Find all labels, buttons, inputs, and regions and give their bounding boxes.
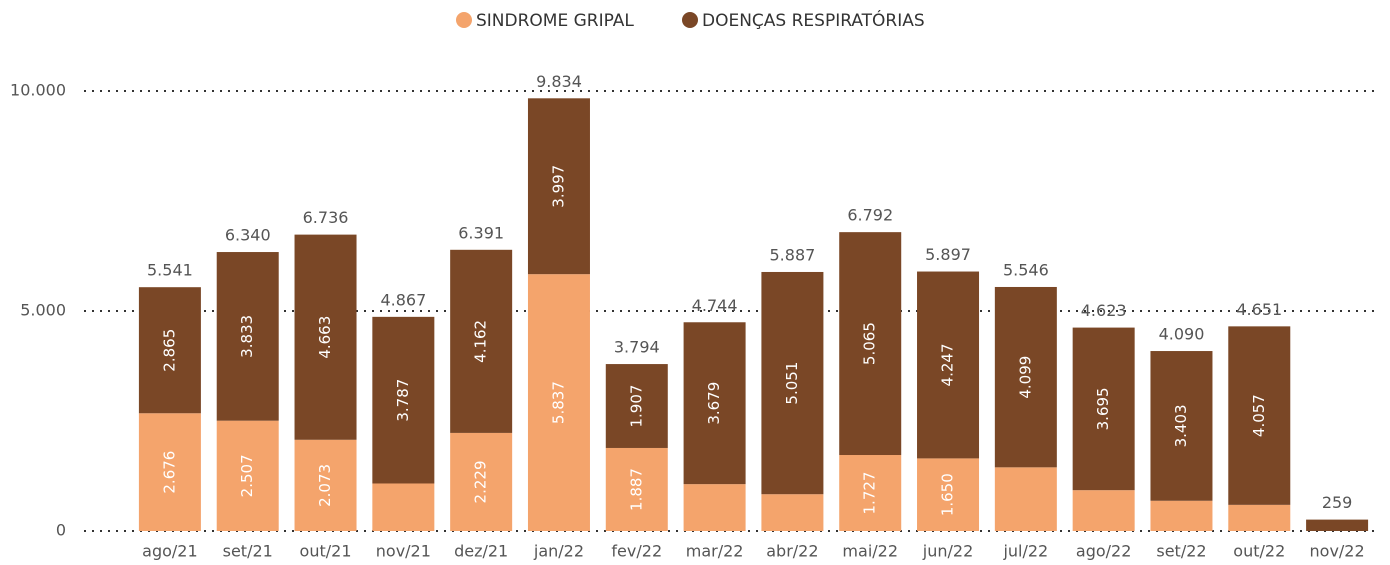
total-label: 4.623 [1081,301,1127,320]
value-label: 2.229 [472,460,490,503]
value-label: 4.162 [472,320,490,363]
bar-segment [761,271,824,495]
total-label: 9.834 [536,72,582,91]
bar-segment [138,287,201,414]
y-tick-label: 10.000 [10,81,66,100]
x-tick-label: ago/22 [1076,542,1132,561]
x-tick-label: set/21 [223,542,273,561]
bar-segment [1228,504,1291,531]
value-label: 4.247 [939,343,957,386]
total-label: 4.867 [380,290,426,309]
bar-segment [917,458,980,531]
bar-segment [372,483,435,531]
x-tick-label: nov/21 [376,542,431,561]
value-label: 2.507 [238,454,256,497]
total-label: 6.391 [458,223,504,242]
bar-segment [917,271,980,459]
value-label: 4.099 [1016,356,1034,399]
legend-label: DOENÇAS RESPIRATÓRIAS [702,9,925,31]
value-label: 2.865 [160,329,178,372]
bar-segment [1306,519,1369,531]
total-label: 5.887 [770,245,816,264]
value-label: 1.727 [861,472,879,515]
bar-segment [994,467,1057,531]
x-tick-label: jun/22 [922,542,973,561]
bar-segment [527,98,590,275]
total-label: 259 [1322,493,1353,512]
x-tick-label: jul/22 [1002,542,1048,561]
x-tick-label: mar/22 [686,542,744,561]
bar-segment [839,455,902,531]
total-label: 6.792 [847,206,893,225]
value-label: 1.887 [627,468,645,511]
bar-segment [605,364,668,448]
bar-segment [1150,500,1213,531]
value-label: 4.663 [316,316,334,359]
total-label: 5.546 [1003,260,1049,279]
bar-segment [605,447,668,531]
bar-segment [216,252,279,421]
x-tick-label: jan/22 [533,542,584,561]
bar-segment [1228,326,1291,505]
bar-segment [450,432,513,531]
bar-segment [761,494,824,531]
bar-segment [1072,327,1135,491]
bar-segment [1150,351,1213,501]
legend-marker [456,12,472,28]
x-tick-label: dez/21 [454,542,508,561]
legend-marker [682,12,698,28]
bar-segment [294,234,357,440]
x-tick-label: nov/22 [1310,542,1365,561]
total-label: 6.340 [225,226,271,245]
x-tick-label: fev/22 [611,542,662,561]
value-label: 3.403 [1172,404,1190,447]
y-tick-label: 5.000 [20,301,66,320]
value-label: 3.695 [1094,387,1112,430]
x-tick-label: set/22 [1156,542,1206,561]
bar-segment [372,316,435,484]
value-label: 1.907 [627,385,645,428]
bar-segment [216,420,279,531]
value-label: 4.057 [1250,394,1268,437]
bar-segment [839,232,902,456]
x-tick-label: mai/22 [842,542,898,561]
bar-segment [683,484,746,531]
total-label: 5.897 [925,245,971,264]
bar-segment [1072,490,1135,531]
value-label: 5.051 [783,362,801,405]
y-tick-label: 0 [56,521,66,540]
value-label: 2.073 [316,464,334,507]
bar-segment [683,322,746,485]
total-label: 3.794 [614,338,660,357]
value-label: 5.837 [549,381,567,424]
value-label: 1.650 [939,473,957,516]
value-label: 3.787 [394,379,412,422]
value-label: 3.833 [238,315,256,358]
bar-segment [294,439,357,531]
total-label: 6.736 [303,208,349,227]
x-tick-label: abr/22 [766,542,818,561]
value-label: 3.997 [549,165,567,208]
value-label: 3.679 [705,382,723,425]
total-label: 5.541 [147,261,193,280]
total-label: 4.651 [1236,300,1282,319]
x-tick-label: ago/21 [142,542,198,561]
legend-label: SINDROME GRIPAL [476,11,634,31]
total-label: 4.744 [692,296,738,315]
value-label: 5.065 [861,322,879,365]
value-label: 2.676 [160,451,178,494]
total-label: 4.090 [1159,325,1205,344]
bar-segment [527,274,590,531]
x-tick-label: out/22 [1233,542,1285,561]
bar-segment [450,249,513,433]
x-tick-label: out/21 [300,542,352,561]
bar-segment [138,413,201,531]
bar-segment [994,286,1057,468]
